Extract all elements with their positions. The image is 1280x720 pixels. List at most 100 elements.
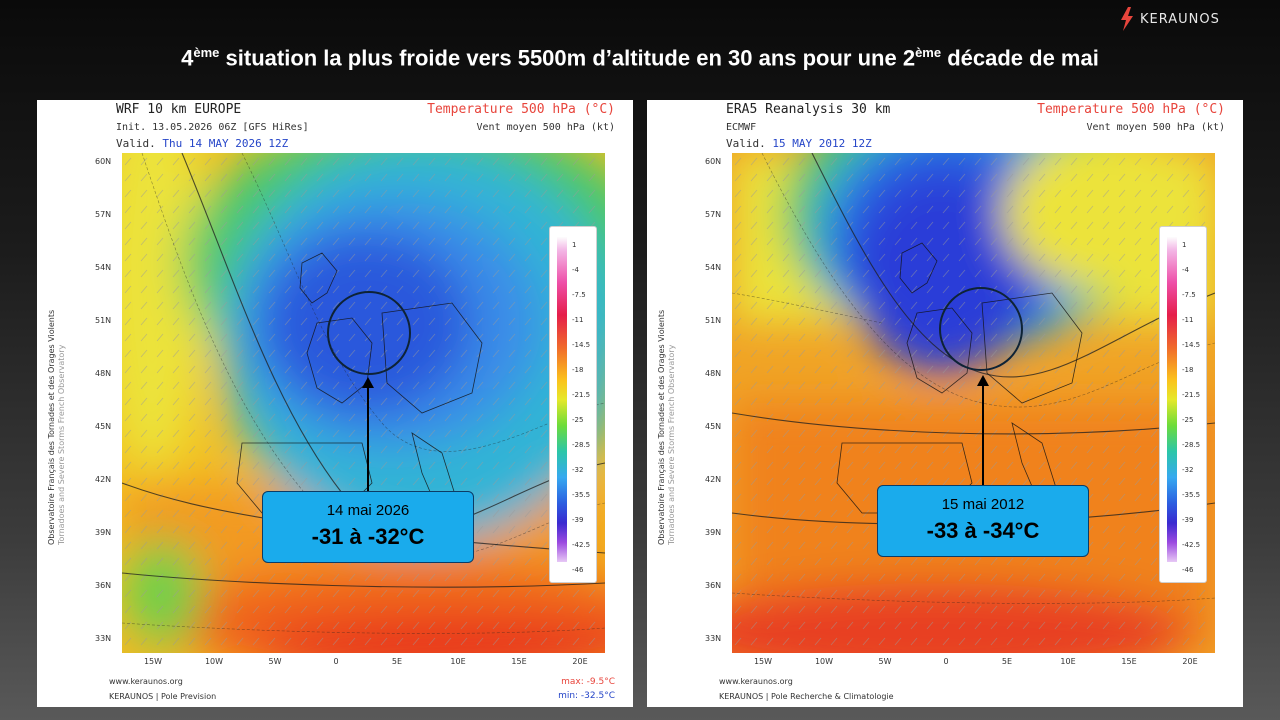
colorbar-tick: -18 xyxy=(1182,366,1194,374)
colorbar-tick: -35.5 xyxy=(572,491,591,499)
lat-label: 42N xyxy=(95,475,112,484)
lon-label: 10W xyxy=(204,657,224,666)
colorbar-tick: -42.5 xyxy=(572,541,591,549)
colorbar-tick: -21.5 xyxy=(572,391,591,399)
brand-name: KERAUNOS xyxy=(1140,11,1220,27)
valid-label: Valid. xyxy=(726,137,766,150)
valid-info: Valid. 15 MAY 2012 12Z xyxy=(726,137,872,150)
lat-label: 54N xyxy=(705,263,722,272)
colorbar-tick: -11 xyxy=(1182,316,1194,324)
init-info: ECMWF xyxy=(726,122,757,133)
init-info: Init. 13.05.2026 06Z [GFS HiRes] xyxy=(116,122,309,133)
colorbar-tick: -28.5 xyxy=(1182,441,1201,449)
colorbar-tick: -25 xyxy=(572,416,584,424)
temperature-map xyxy=(122,153,605,653)
org-name: KERAUNOS | Pole Recherche & Climatologie xyxy=(719,692,894,701)
temperature-map xyxy=(732,153,1215,653)
callout-date: 14 mai 2026 xyxy=(326,502,410,519)
lon-label: 5W xyxy=(878,657,892,666)
lon-label: 5W xyxy=(268,657,282,666)
lon-label: 10E xyxy=(450,657,466,666)
observatory-subname: Tornadoes and Severe Storms French Obser… xyxy=(667,344,676,545)
observatory-label: Observatoire Français des Tornades et de… xyxy=(47,310,67,545)
colorbar-tick: -39 xyxy=(572,516,584,524)
colorbar-tick: -46 xyxy=(572,566,584,574)
org-name: KERAUNOS | Pole Prevision xyxy=(109,692,217,701)
lat-label: 51N xyxy=(705,316,722,325)
site-url: www.keraunos.org xyxy=(719,677,793,686)
colorbar-tick: -32 xyxy=(572,466,584,474)
lat-label: 48N xyxy=(95,369,112,378)
colorbar-tick: -28.5 xyxy=(572,441,591,449)
model-name: ERA5 Reanalysis 30 km xyxy=(726,102,891,117)
lon-label: 0 xyxy=(943,657,949,666)
title-part: situation la plus froide vers 5500m d’al… xyxy=(219,45,916,71)
lightning-bolt-icon xyxy=(1121,7,1133,31)
valid-label: Valid. xyxy=(116,137,156,150)
lat-label: 60N xyxy=(95,157,112,166)
colorbar-tick: -25 xyxy=(1182,416,1194,424)
lat-label: 45N xyxy=(95,422,112,431)
colorbar-tick: -7.5 xyxy=(572,291,586,299)
colorbar-tick: -4 xyxy=(1182,266,1189,274)
temperature-colorbar: 1 -4 -7.5 -11 -14.5 -18 -21.5 -25 -28.5 … xyxy=(1159,226,1207,583)
title-superscript: ème xyxy=(193,45,220,60)
callout-box: 14 mai 2026 -31 à -32°C xyxy=(262,491,474,563)
callout-temperature: -33 à -34°C xyxy=(926,518,1040,543)
colorbar-tick: -21.5 xyxy=(1182,391,1201,399)
colorbar-gradient xyxy=(1167,237,1177,562)
slide-title: 4ème situation la plus froide vers 5500m… xyxy=(0,45,1280,71)
map-panel-era5: ERA5 Reanalysis 30 km ECMWF Valid. 15 MA… xyxy=(647,100,1243,707)
observatory-subname: Tornadoes and Severe Storms French Obser… xyxy=(57,344,66,545)
valid-date: Thu 14 MAY 2026 12Z xyxy=(162,137,289,150)
max-value: max: -9.5°C xyxy=(561,677,615,687)
colorbar-tick: -18 xyxy=(572,366,584,374)
colorbar-tick: 1 xyxy=(572,241,577,249)
title-superscript: ème xyxy=(915,45,942,60)
site-url: www.keraunos.org xyxy=(109,677,183,686)
lon-label: 5E xyxy=(391,657,403,666)
observatory-name: Observatoire Français des Tornades et de… xyxy=(657,309,666,545)
keraunos-logo: KERAUNOS xyxy=(1120,6,1260,32)
lon-label: 15W xyxy=(753,657,773,666)
valid-info: Valid. Thu 14 MAY 2026 12Z xyxy=(116,137,288,150)
parameter-title: Temperature 500 hPa (°C) xyxy=(1037,102,1225,117)
wind-subtitle: Vent moyen 500 hPa (kt) xyxy=(476,122,615,133)
lat-label: 54N xyxy=(95,263,112,272)
lon-label: 15E xyxy=(1121,657,1137,666)
lat-label: 39N xyxy=(705,528,722,537)
lat-label: 57N xyxy=(95,210,112,219)
callout-box: 15 mai 2012 -33 à -34°C xyxy=(877,485,1089,557)
colorbar-tick: -32 xyxy=(1182,466,1194,474)
min-value: min: -32.5°C xyxy=(558,691,615,701)
lat-label: 39N xyxy=(95,528,112,537)
lon-label: 20E xyxy=(572,657,588,666)
colorbar-tick: -14.5 xyxy=(572,341,591,349)
colorbar-tick: -11 xyxy=(572,316,584,324)
colorbar-gradient xyxy=(557,237,567,562)
temperature-colorbar: 1 -4 -7.5 -11 -14.5 -18 -21.5 -25 -28.5 … xyxy=(549,226,597,583)
lat-label: 36N xyxy=(95,581,112,590)
callout-temperature: -31 à -32°C xyxy=(311,524,425,549)
arrow-shaft xyxy=(982,383,984,485)
valid-date: 15 MAY 2012 12Z xyxy=(772,137,872,150)
colorbar-tick: -14.5 xyxy=(1182,341,1201,349)
colorbar-tick: -35.5 xyxy=(1182,491,1201,499)
lat-label: 57N xyxy=(705,210,722,219)
highlight-circle xyxy=(939,287,1023,371)
parameter-title: Temperature 500 hPa (°C) xyxy=(427,102,615,117)
observatory-label: Observatoire Français des Tornades et de… xyxy=(657,310,677,545)
colorbar-tick: 1 xyxy=(1182,241,1187,249)
colorbar-tick: -46 xyxy=(1182,566,1194,574)
lon-label: 15E xyxy=(511,657,527,666)
colorbar-tick: -42.5 xyxy=(1182,541,1201,549)
title-part: 4 xyxy=(181,45,194,71)
lat-label: 33N xyxy=(705,634,722,643)
observatory-name: Observatoire Français des Tornades et de… xyxy=(47,309,56,545)
model-name: WRF 10 km EUROPE xyxy=(116,102,242,117)
highlight-circle xyxy=(327,291,411,375)
lon-label: 15W xyxy=(143,657,163,666)
lon-label: 5E xyxy=(1001,657,1013,666)
lat-label: 33N xyxy=(95,634,112,643)
lat-label: 60N xyxy=(705,157,722,166)
